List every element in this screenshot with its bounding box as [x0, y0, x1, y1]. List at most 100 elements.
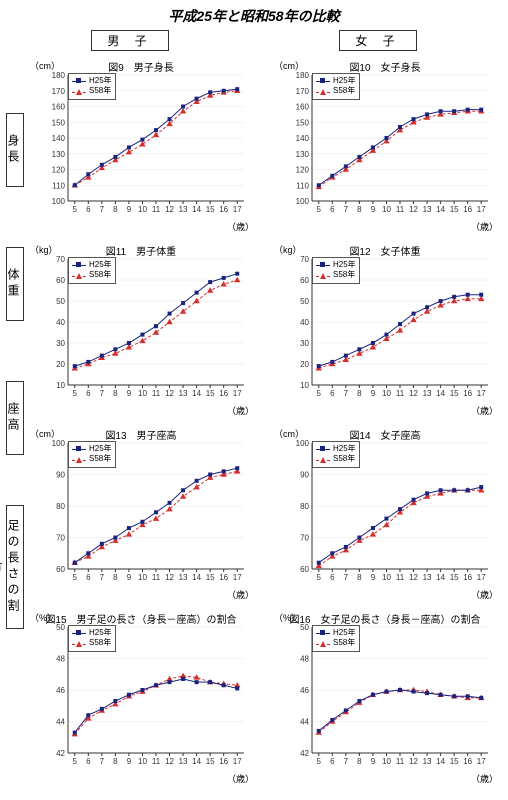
svg-text:8: 8: [113, 205, 118, 214]
svg-text:12: 12: [409, 205, 418, 214]
svg-text:17: 17: [233, 757, 242, 766]
svg-text:7: 7: [100, 757, 105, 766]
svg-text:5: 5: [73, 757, 78, 766]
row-label-0: 身長: [6, 113, 24, 187]
svg-text:17: 17: [477, 573, 486, 582]
svg-text:16: 16: [463, 757, 472, 766]
legend: H25年S58年: [312, 625, 360, 652]
svg-text:9: 9: [127, 389, 132, 398]
svg-text:80: 80: [300, 502, 309, 511]
chart-fig13: （cm）図13 男子座高6070809010056789101112131415…: [24, 421, 258, 605]
svg-text:17: 17: [233, 389, 242, 398]
row-label-3: 足の長さの割合: [6, 505, 24, 629]
chart-fig10: （cm）図10 女子身長1001101201301401501601701805…: [268, 53, 502, 237]
svg-text:5: 5: [317, 573, 322, 582]
svg-text:9: 9: [127, 757, 132, 766]
svg-text:15: 15: [206, 205, 215, 214]
svg-text:90: 90: [56, 471, 65, 480]
svg-text:12: 12: [409, 757, 418, 766]
svg-text:14: 14: [192, 757, 201, 766]
svg-text:60: 60: [300, 276, 309, 285]
svg-text:8: 8: [357, 757, 362, 766]
svg-text:170: 170: [52, 87, 66, 96]
svg-text:180: 180: [52, 71, 66, 80]
svg-text:10: 10: [138, 205, 147, 214]
svg-text:150: 150: [296, 118, 310, 127]
svg-text:6: 6: [86, 205, 91, 214]
svg-text:9: 9: [127, 205, 132, 214]
svg-text:46: 46: [300, 686, 309, 695]
svg-text:110: 110: [296, 181, 309, 190]
svg-text:13: 13: [423, 757, 432, 766]
svg-text:6: 6: [330, 205, 335, 214]
svg-text:14: 14: [192, 573, 201, 582]
svg-text:42: 42: [56, 749, 65, 758]
svg-text:130: 130: [296, 150, 310, 159]
svg-text:70: 70: [56, 534, 65, 543]
svg-text:10: 10: [138, 757, 147, 766]
svg-text:100: 100: [52, 197, 66, 206]
svg-text:8: 8: [113, 573, 118, 582]
chart-fig15: （%）図15 男子足の長さ（身長－座高）の割合42444648505678910…: [24, 605, 258, 789]
chart-fig12: （kg）図12 女子体重1020304050607056789101112131…: [268, 237, 502, 421]
svg-text:16: 16: [463, 389, 472, 398]
chart-fig16: （%）図16 女子足の長さ（身長－座高）の割合42444648505678910…: [268, 605, 502, 789]
svg-text:12: 12: [165, 757, 174, 766]
col-header-female: 女 子: [339, 30, 417, 51]
svg-text:8: 8: [357, 205, 362, 214]
svg-text:80: 80: [56, 502, 65, 511]
svg-text:8: 8: [113, 389, 118, 398]
svg-text:12: 12: [165, 389, 174, 398]
svg-text:170: 170: [296, 87, 310, 96]
svg-text:8: 8: [113, 757, 118, 766]
svg-text:13: 13: [179, 205, 188, 214]
svg-text:44: 44: [56, 718, 65, 727]
svg-text:70: 70: [300, 255, 309, 264]
svg-text:160: 160: [52, 103, 66, 112]
svg-text:11: 11: [396, 573, 405, 582]
svg-text:42: 42: [300, 749, 309, 758]
svg-text:15: 15: [206, 389, 215, 398]
svg-text:8: 8: [357, 389, 362, 398]
svg-text:70: 70: [300, 534, 309, 543]
svg-text:20: 20: [300, 360, 309, 369]
svg-text:30: 30: [300, 339, 309, 348]
svg-text:10: 10: [382, 757, 391, 766]
svg-text:17: 17: [477, 205, 486, 214]
svg-text:130: 130: [52, 150, 66, 159]
svg-text:50: 50: [56, 297, 65, 306]
svg-text:16: 16: [219, 389, 228, 398]
svg-text:17: 17: [233, 205, 242, 214]
svg-text:12: 12: [409, 573, 418, 582]
svg-text:14: 14: [192, 389, 201, 398]
svg-text:10: 10: [138, 573, 147, 582]
svg-text:10: 10: [382, 389, 391, 398]
svg-text:46: 46: [56, 686, 65, 695]
svg-text:7: 7: [100, 389, 105, 398]
svg-text:15: 15: [450, 573, 459, 582]
legend: H25年S58年: [68, 625, 116, 652]
svg-text:15: 15: [450, 389, 459, 398]
svg-text:60: 60: [300, 565, 309, 574]
svg-text:11: 11: [396, 389, 405, 398]
legend: H25年S58年: [68, 257, 116, 284]
row-label-2: 座高: [6, 381, 24, 455]
legend: H25年S58年: [68, 441, 116, 468]
svg-text:160: 160: [296, 103, 310, 112]
svg-text:11: 11: [152, 757, 161, 766]
x-unit: （歳）: [227, 404, 254, 417]
svg-text:140: 140: [296, 134, 310, 143]
svg-text:16: 16: [219, 757, 228, 766]
svg-text:15: 15: [206, 573, 215, 582]
svg-text:13: 13: [179, 757, 188, 766]
svg-text:13: 13: [179, 389, 188, 398]
chart-grid: 身長体重座高足の長さの割合 （cm）図9 男子身長100110120130140…: [6, 53, 502, 789]
svg-text:7: 7: [344, 757, 349, 766]
page: 平成25年と昭和58年の比較 男 子 女 子 身長体重座高足の長さの割合 （cm…: [0, 0, 508, 800]
svg-text:44: 44: [300, 718, 309, 727]
main-title: 平成25年と昭和58年の比較: [6, 6, 502, 26]
svg-text:15: 15: [450, 205, 459, 214]
col-header-male: 男 子: [91, 30, 169, 51]
svg-text:10: 10: [382, 205, 391, 214]
svg-text:17: 17: [477, 389, 486, 398]
